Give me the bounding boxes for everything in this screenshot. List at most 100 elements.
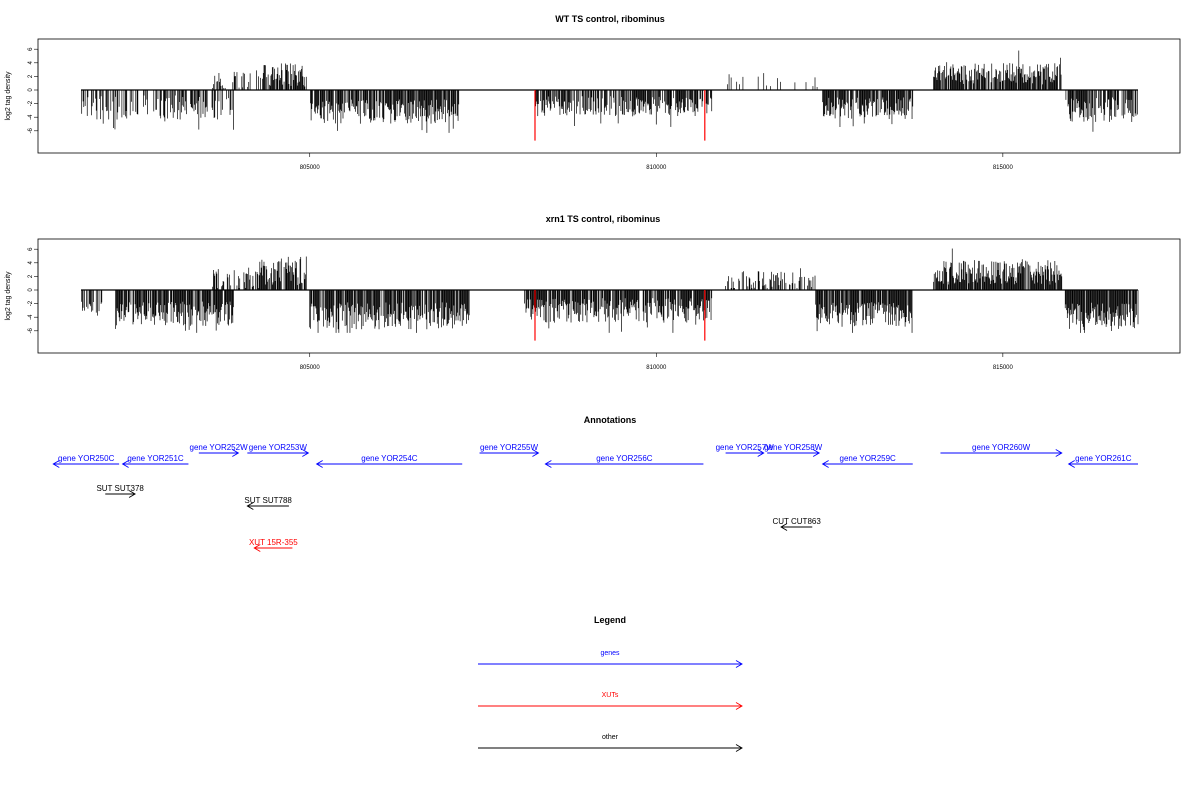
annotation-arrow-head — [757, 449, 765, 457]
y-tick-label: 2 — [28, 274, 34, 278]
annotation-label: gene YOR259C — [840, 454, 897, 463]
annotation-feature: gene YOR255W — [479, 443, 540, 457]
y-tick-label: 0 — [28, 288, 34, 292]
annotation-label: gene YOR254C — [361, 454, 418, 463]
y-tick-label: 6 — [28, 47, 34, 51]
xrn1-y-ticks: 6 4 2 0 -2 -4 -6 — [28, 247, 39, 333]
legend-items: genes XUTs other — [478, 650, 743, 752]
annotation-arrow-head — [232, 449, 240, 457]
x-tick-label: 810000 — [646, 365, 667, 371]
x-tick-label: 815000 — [993, 365, 1014, 371]
annotation-label: gene YOR255W — [480, 443, 539, 452]
annotation-feature: gene YOR251C — [121, 454, 189, 468]
annotation-arrow-head — [1055, 449, 1063, 457]
annotation-feature: gene YOR256C — [544, 454, 704, 468]
annotation-label: gene YOR261C — [1075, 454, 1132, 463]
x-tick-label: 810000 — [646, 165, 667, 171]
annotation-label: gene YOR252W — [190, 443, 249, 452]
wt-coverage-panel: WT TS control, ribominus log2 tag densit… — [5, 14, 1181, 171]
annotation-feature: gene YOR260W — [940, 443, 1063, 457]
legend-label: genes — [600, 650, 620, 657]
annotations-title: Annotations — [584, 415, 637, 425]
annotation-arrow-head — [128, 490, 136, 498]
annotation-feature: CUT CUT863 — [772, 517, 821, 531]
annotation-feature: gene YOR250C — [52, 454, 120, 468]
annotation-feature: gene YOR253W — [247, 443, 310, 457]
xrn1-coverage-panel: xrn1 TS control, ribominus log2 tag dens… — [5, 214, 1181, 371]
xrn1-red-marks — [534, 290, 706, 341]
xrn1-x-ticks: 805000 810000 815000 — [300, 353, 1014, 371]
legend-arrow-head — [735, 744, 743, 752]
annotation-arrow-head — [302, 449, 310, 457]
y-tick-label: -2 — [28, 100, 34, 106]
wt-red-marks — [534, 90, 706, 141]
annotation-label: CUT CUT863 — [772, 517, 821, 526]
x-tick-label: 815000 — [993, 165, 1014, 171]
annotation-feature: gene YOR254C — [315, 454, 463, 468]
y-tick-label: 6 — [28, 247, 34, 251]
annotation-feature: gene YOR252W — [190, 443, 249, 457]
annotation-feature: gene YOR258W — [764, 443, 823, 457]
y-tick-label: 4 — [28, 60, 34, 64]
y-tick-label: -4 — [28, 114, 34, 120]
legend-arrow-head — [735, 660, 743, 668]
annotation-feature: gene YOR259C — [821, 454, 913, 468]
wt-y-axis-label: log2 tag density — [5, 71, 12, 121]
wt-bars — [81, 50, 1138, 133]
annotation-label: gene YOR251C — [127, 454, 184, 463]
legend-title: Legend — [594, 615, 626, 625]
annotation-label: gene YOR260W — [972, 443, 1031, 452]
annotation-label: gene YOR253W — [249, 443, 308, 452]
annotation-arrow-head — [121, 460, 129, 468]
annotation-feature: gene YOR261C — [1067, 454, 1138, 468]
annotation-label: gene YOR257W — [716, 443, 775, 452]
legend: Legend genes XUTs other — [478, 615, 743, 752]
annotation-label: XUT 15R-355 — [249, 538, 298, 547]
legend-item: XUTs — [478, 692, 743, 710]
annotation-arrow-head — [246, 502, 254, 510]
y-tick-label: 2 — [28, 74, 34, 78]
annotation-arrow-head — [315, 460, 323, 468]
x-tick-label: 805000 — [300, 365, 321, 371]
annotation-arrow-head — [1067, 460, 1075, 468]
annotation-label: SUT SUT378 — [96, 484, 144, 493]
wt-x-ticks: 805000 810000 815000 — [300, 153, 1014, 171]
x-tick-label: 805000 — [300, 165, 321, 171]
legend-label: XUTs — [602, 692, 619, 699]
legend-item: other — [478, 734, 743, 752]
annotation-arrow-head — [253, 544, 261, 552]
y-tick-label: -4 — [28, 314, 34, 320]
annotation-label: SUT SUT788 — [244, 496, 292, 505]
annotation-arrow-head — [52, 460, 60, 468]
xrn1-panel-title: xrn1 TS control, ribominus — [546, 214, 661, 224]
wt-panel-title: WT TS control, ribominus — [555, 14, 665, 24]
y-tick-label: 4 — [28, 260, 34, 264]
annotations-track: Annotations gene YOR250C gene YOR251C gene… — [52, 415, 1138, 552]
legend-arrow-head — [735, 702, 743, 710]
y-tick-label: 0 — [28, 88, 34, 92]
annotation-arrow-head — [532, 449, 540, 457]
xrn1-bars — [81, 248, 1139, 333]
annotation-label: gene YOR250C — [58, 454, 115, 463]
legend-label: other — [602, 734, 619, 741]
annotation-feature: XUT 15R-355 — [249, 538, 298, 552]
annotation-feature: SUT SUT788 — [244, 496, 292, 510]
annotation-feature: gene YOR257W — [716, 443, 775, 457]
xrn1-y-axis-label: log2 tag density — [5, 271, 12, 321]
y-tick-label: -2 — [28, 300, 34, 306]
annotation-label: gene YOR258W — [764, 443, 823, 452]
annotation-arrow-head — [821, 460, 829, 468]
y-tick-label: -6 — [28, 127, 34, 133]
wt-y-ticks: 6 4 2 0 -2 -4 -6 — [28, 47, 39, 133]
wt-plot-frame — [37, 38, 1181, 154]
annotation-arrow-head — [544, 460, 552, 468]
annotation-feature: SUT SUT378 — [96, 484, 144, 498]
annotation-arrow-head — [812, 449, 821, 457]
annotation-arrow-head — [780, 523, 788, 531]
legend-item: genes — [478, 650, 743, 668]
y-tick-label: -6 — [28, 327, 34, 333]
annotation-label: gene YOR256C — [596, 454, 653, 463]
